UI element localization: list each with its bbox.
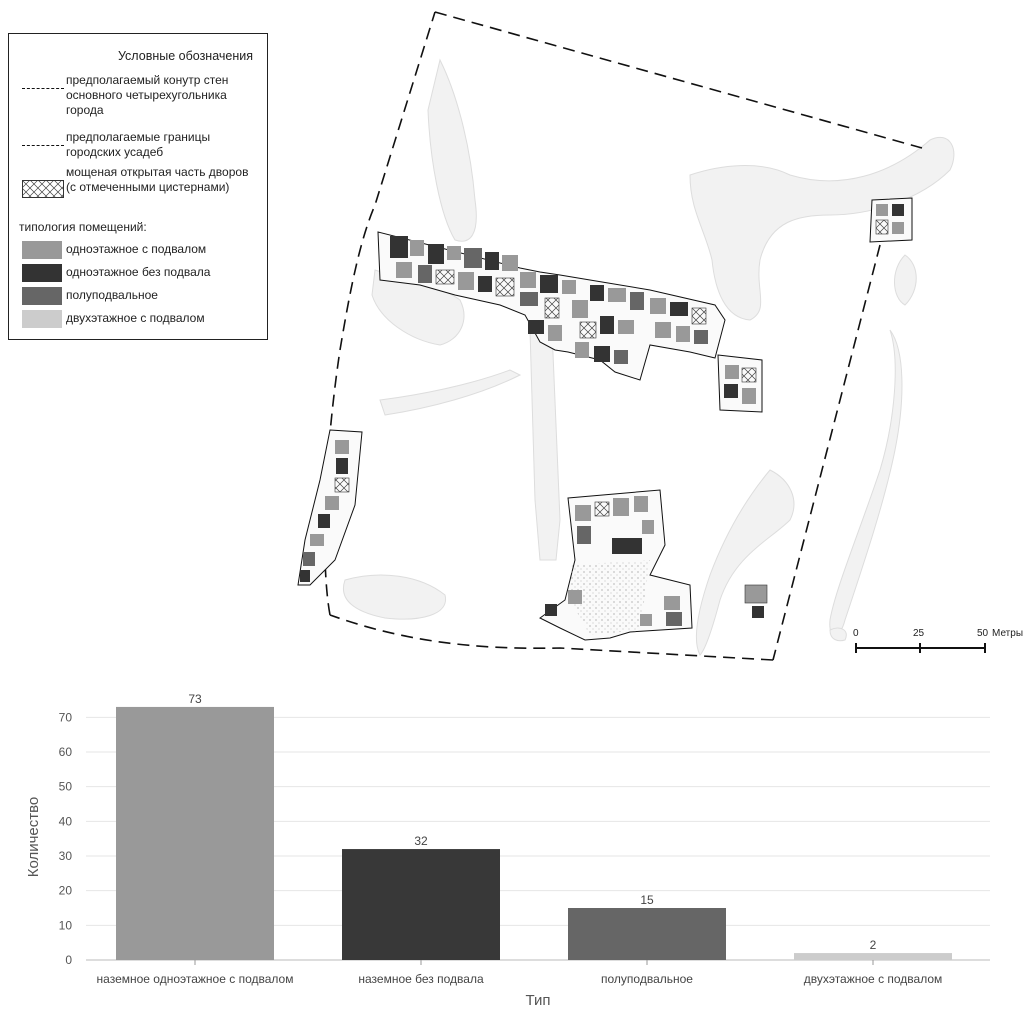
typology-bar-chart: 0 10 20 30 40 50 60 70 73 наземное одноэтажное с …	[0, 675, 1030, 1011]
bar	[568, 908, 726, 960]
legend-wall-contour-symbol	[22, 88, 64, 89]
y-tick-label: 0	[65, 953, 72, 967]
y-tick-label: 20	[59, 884, 73, 898]
legend-title: Условные обозначения	[117, 49, 253, 63]
x-tick-label: двухэтажное с подвалом	[804, 972, 943, 986]
bar-value-label: 32	[414, 834, 428, 848]
legend-type1-label: одноэтажное с подвалом	[66, 242, 207, 256]
y-tick-label: 60	[59, 745, 73, 759]
legend-typology-header: типология помещений:	[19, 220, 147, 234]
map-legend: Условные обозначения предполагаемый кону…	[8, 33, 268, 340]
legend-type4-swatch	[22, 310, 62, 328]
y-tick-label: 70	[59, 710, 73, 724]
site-map: Условные обозначения предполагаемый кону…	[8, 11, 1030, 661]
x-tick-label: полуподвальное	[601, 972, 693, 986]
y-tick-label: 50	[59, 780, 73, 794]
legend-estate-borders-symbol	[22, 145, 64, 146]
bar	[794, 953, 952, 960]
scale-tick-50: 50	[977, 628, 989, 639]
legend-type2-swatch	[22, 264, 62, 282]
y-tick-label: 10	[59, 918, 73, 932]
x-tick-label: наземное без подвала	[358, 972, 484, 986]
map-canvas	[297, 11, 955, 661]
bar	[116, 706, 274, 960]
bar-value-label: 15	[640, 893, 654, 907]
chart-x-axis-label: Тип	[525, 992, 550, 1009]
chart-canvas: 0 10 20 30 40 50 60 70 73 наземное одноэтажное с …	[25, 692, 990, 1009]
legend-paved-yard-swatch	[22, 180, 64, 198]
bar-value-label: 73	[188, 692, 202, 706]
y-tick-label: 30	[59, 849, 73, 863]
legend-estate-borders-label: предполагаемые границы городских усадеб	[66, 130, 211, 159]
y-tick-label: 40	[59, 814, 73, 828]
scale-bar: 0 25 50 Метры	[850, 628, 1030, 658]
legend-paved-yard-label: мощеная открытая часть дворов (с отмечен…	[66, 165, 249, 194]
scale-tick-25: 25	[913, 628, 925, 639]
scale-unit: Метры	[992, 628, 1024, 639]
bar	[342, 849, 500, 960]
terrain-features	[343, 58, 955, 656]
east-building-cluster	[717, 197, 913, 413]
legend-type2-label: одноэтажное без подвала	[66, 265, 211, 279]
legend-type3-swatch	[22, 287, 62, 305]
west-building-cluster	[297, 429, 363, 586]
wall-contour	[323, 11, 923, 661]
south-building-cluster	[539, 489, 768, 641]
bar-value-label: 2	[870, 938, 877, 952]
x-tick-label: наземное одноэтажное с подвалом	[97, 972, 294, 986]
north-building-cluster	[377, 231, 726, 381]
scale-tick-0: 0	[853, 628, 859, 639]
legend-type3-label: полуподвальное	[66, 288, 158, 302]
legend-wall-contour-label: предполагаемый конутр стен основного чет…	[66, 73, 229, 117]
legend-type1-swatch	[22, 241, 62, 259]
legend-type4-label: двухэтажное с подвалом	[66, 311, 205, 325]
scale-bar-line	[855, 643, 986, 653]
chart-y-axis-label: Количество	[25, 797, 42, 878]
